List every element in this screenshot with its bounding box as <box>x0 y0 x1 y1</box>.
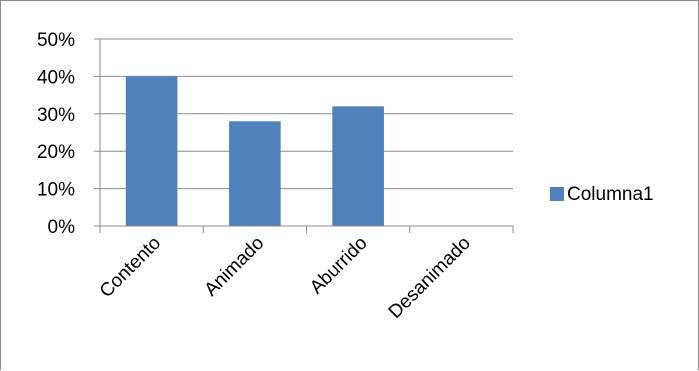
y-tick-labels: 0% 10% 20% 30% 40% 50% <box>37 30 75 238</box>
y-tick-label: 40% <box>37 67 75 88</box>
x-category-label: Contento <box>96 233 165 302</box>
y-tick-label: 50% <box>37 30 75 51</box>
legend-label: Columna1 <box>567 184 654 205</box>
bar-animado <box>229 121 281 226</box>
y-tick-label: 10% <box>37 180 75 201</box>
legend: Columna1 <box>550 184 654 205</box>
x-category-label: Desanimado <box>385 233 475 323</box>
x-tick-labels: Contento Animado Aburrido Desanimado <box>96 233 475 323</box>
bars <box>125 76 384 227</box>
y-tick-label: 20% <box>37 142 75 163</box>
x-category-label: Animado <box>201 233 269 301</box>
bar-contento <box>125 76 178 227</box>
y-tick-label: 0% <box>48 217 76 238</box>
axes <box>94 38 514 233</box>
y-tick-label: 30% <box>37 105 75 126</box>
legend-swatch <box>550 187 564 201</box>
x-category-label: Aburrido <box>306 233 372 299</box>
bar-aburrido <box>332 106 384 226</box>
